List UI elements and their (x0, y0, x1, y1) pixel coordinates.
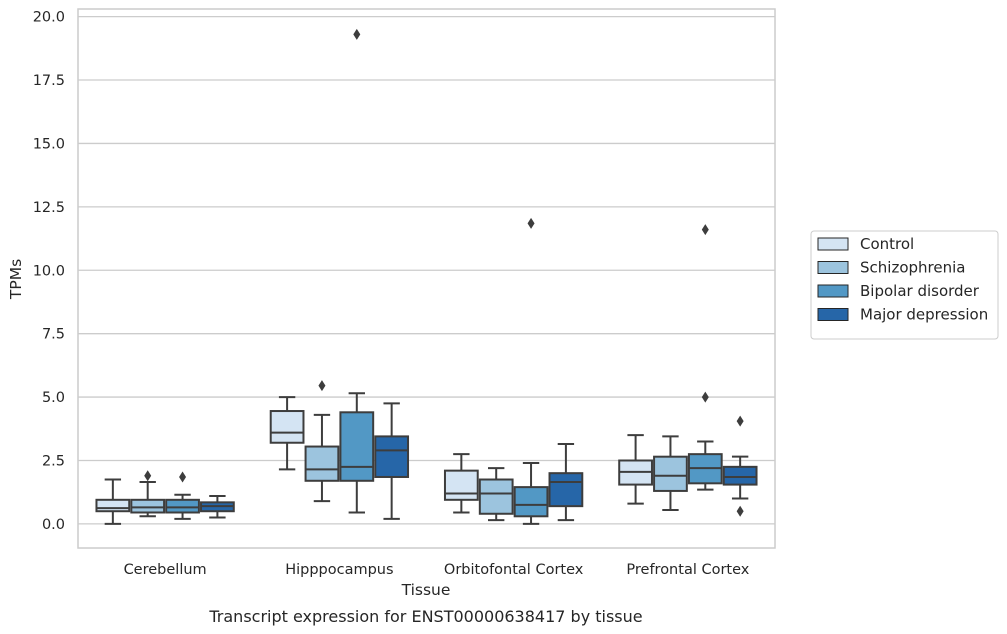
y-tick-label: 10.0 (33, 263, 65, 279)
box-body (304, 445, 340, 482)
legend-swatch (817, 237, 849, 251)
legend-swatch (817, 308, 849, 321)
outlier-point (736, 505, 744, 517)
box-0-1 (130, 470, 166, 518)
y-tick-label: 12.5 (33, 200, 65, 216)
box-1-3 (374, 402, 410, 520)
box-body (165, 498, 200, 514)
box-body (95, 498, 131, 513)
outlier-point (736, 415, 744, 427)
y-tick-label: 15.0 (33, 136, 65, 152)
y-tick-label: 20.0 (33, 10, 65, 26)
box-3-1 (653, 435, 688, 511)
outlier-point (144, 470, 152, 482)
box-0-3 (200, 495, 235, 519)
y-tick-labels: 0.0 2.5 5.0 7.5 10.0 12.5 15.0 17.5 20.0 (33, 10, 65, 533)
x-tick-labels: Cerebellum Hipppocampus Orbitofontal Corte… (124, 562, 750, 578)
legend: Control Schizophrenia Bipolar disorder Majo… (810, 230, 999, 340)
y-tick-label: 7.5 (42, 327, 65, 343)
box-body (443, 469, 479, 501)
x-axis-label: Tissue (401, 581, 451, 599)
legend-label: Schizophrenia (860, 259, 965, 277)
box-1-1 (304, 380, 340, 503)
legend-frame (810, 230, 999, 340)
box-0-2 (165, 471, 200, 520)
box-body (269, 410, 305, 444)
legend-label: Bipolar disorder (860, 282, 980, 300)
box-1-2 (339, 28, 375, 514)
x-tick-label: Orbitofontal Cortex (444, 562, 584, 578)
outlier-point (179, 471, 187, 483)
box-body (722, 465, 758, 486)
y-tick-label: 5.0 (42, 390, 65, 406)
x-tick-label: Hipppocampus (285, 562, 393, 578)
outlier-point (527, 217, 535, 229)
x-tick-label: Prefrontal Cortex (626, 562, 749, 578)
box-2-2 (513, 217, 549, 525)
plot-frame (77, 8, 776, 549)
box-2-0 (443, 453, 479, 514)
box-3-2 (687, 224, 723, 491)
outlier-point (701, 224, 709, 236)
box-2-3 (548, 443, 584, 522)
outlier-point (318, 380, 326, 392)
box-body (548, 472, 584, 508)
box-body (130, 498, 166, 514)
y-tick-label: 17.5 (33, 73, 65, 89)
outlier-point (701, 391, 709, 403)
box-3-3 (722, 415, 758, 517)
legend-label: Major depression (860, 306, 988, 324)
y-axis-label: TPMs (7, 259, 25, 300)
legend-swatch (817, 284, 849, 298)
grid-layer (78, 15, 775, 525)
box-body (653, 455, 688, 492)
legend-swatch (817, 261, 849, 274)
outlier-point (353, 28, 361, 40)
y-tick-label: 0.0 (42, 517, 65, 533)
box-body (513, 486, 549, 518)
box-2-1 (478, 467, 514, 522)
box-1-0 (269, 396, 305, 471)
box-body (478, 478, 514, 515)
box-layer (95, 28, 758, 525)
legend-label: Control (860, 235, 914, 253)
box-0-0 (95, 478, 131, 525)
box-body (339, 411, 375, 482)
y-tick-label: 2.5 (42, 453, 65, 469)
chart-caption: Transcript expression for ENST0000063841… (208, 607, 642, 626)
box-body (374, 435, 410, 478)
x-tick-label: Cerebellum (124, 562, 207, 578)
box-3-0 (618, 434, 653, 505)
